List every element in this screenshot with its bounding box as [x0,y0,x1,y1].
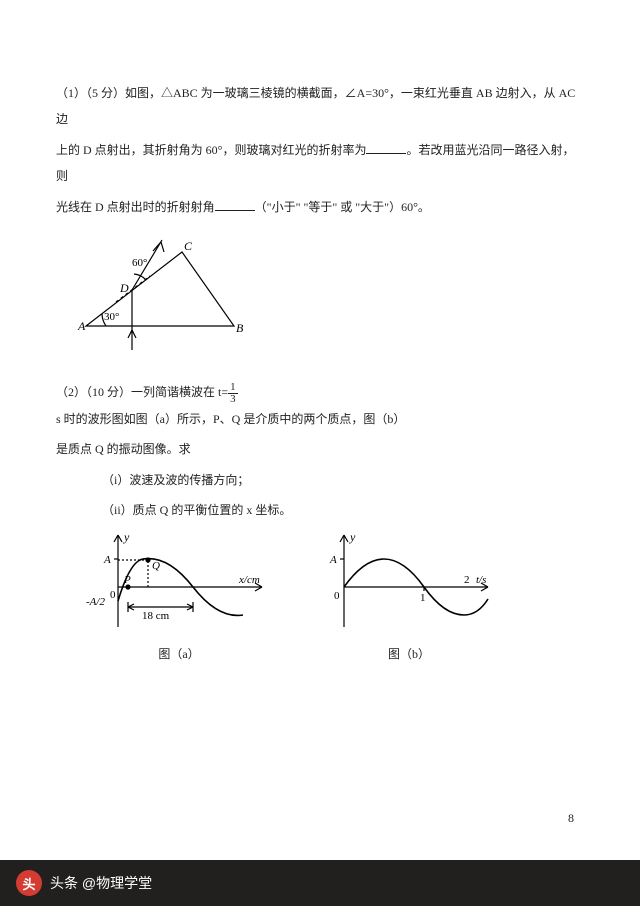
q1-line1: （1）（5 分）如图，△ABC 为一玻璃三棱镜的横截面，∠A=30°，一束红光垂… [56,80,584,133]
blank-1 [366,142,406,154]
figA-0: 0 [110,589,116,601]
q2-sub-ii: （ii）质点 Q 的平衡位置的 x 坐标。 [56,497,584,523]
figure-prism: A B C D 30° 60° [74,234,584,361]
figA-Q: Q [152,560,160,572]
label-D: D [119,281,129,295]
q1-line2: 上的 D 点射出，其折射角为 60°，则玻璃对红光的折射率为。若改用蓝光沿同一路… [56,137,584,190]
label-A: A [77,319,86,333]
q2-teq: t= [218,385,228,399]
figB-A: A [329,554,337,566]
figB-t2: 2 [464,574,470,586]
footer-text: 头条 @物理学堂 [50,873,152,893]
figA-A: A [103,554,111,566]
label-60deg: 60° [132,257,147,269]
q1-line3a: 光线在 D 点射出时的折射射角 [56,200,215,214]
page-content: （1）（5 分）如图，△ABC 为一玻璃三棱镜的横截面，∠A=30°，一束红光垂… [0,0,640,668]
q1-line3: 光线在 D 点射出时的折射射角 （"小于" "等于" 或 "大于"）60°。 [56,194,584,220]
caption-b: 图（b） [388,641,430,667]
figB-y: y [349,530,356,544]
q2-line1: （2）（10 分）一列简谐横波在 t=13 s 时的波形图如图（a）所示，P、Q… [56,379,584,432]
figB-t1: 1 [420,592,426,604]
figB-x: t/s [476,574,486,586]
q2-l1a: （2）（10 分）一列简谐横波在 [56,385,218,399]
label-B: B [236,321,244,335]
frac-1-3: 13 [228,382,238,405]
q1-line3b: （"小于" "等于" 或 "大于"）60°。 [255,200,430,214]
figures-row: y x/cm A -A/2 0 P Q 18 cm 图（a） [84,529,584,667]
figA-y: y [123,530,130,544]
figure-a: y x/cm A -A/2 0 P Q 18 cm 图（a） [84,529,274,667]
frac-d: 3 [228,394,238,405]
q1-line2a: 上的 D 点射出，其折射角为 60°，则玻璃对红光的折射率为 [56,143,366,157]
toutiao-icon: 头 [16,870,42,896]
figure-b: y t/s A 0 1 2 图（b） [320,529,498,667]
footer-bar: 头 头条 @物理学堂 [0,860,640,906]
figA-dim: 18 cm [142,610,170,622]
page-number: 8 [568,811,574,826]
figA-x: x/cm [238,574,260,586]
caption-a: 图（a） [158,641,199,667]
figA-negA2: -A/2 [86,596,105,608]
blank-2 [215,199,255,211]
q2-l1b: s 时的波形图如图（a）所示，P、Q 是介质中的两个质点，图（b） [56,412,405,426]
label-C: C [184,239,193,253]
figB-0: 0 [334,590,340,602]
q2-line2: 是质点 Q 的振动图像。求 [56,436,584,462]
label-30deg: 30° [104,311,119,323]
q2-sub-i: （i）波速及波的传播方向； [56,467,584,493]
figA-P: P [123,574,131,586]
